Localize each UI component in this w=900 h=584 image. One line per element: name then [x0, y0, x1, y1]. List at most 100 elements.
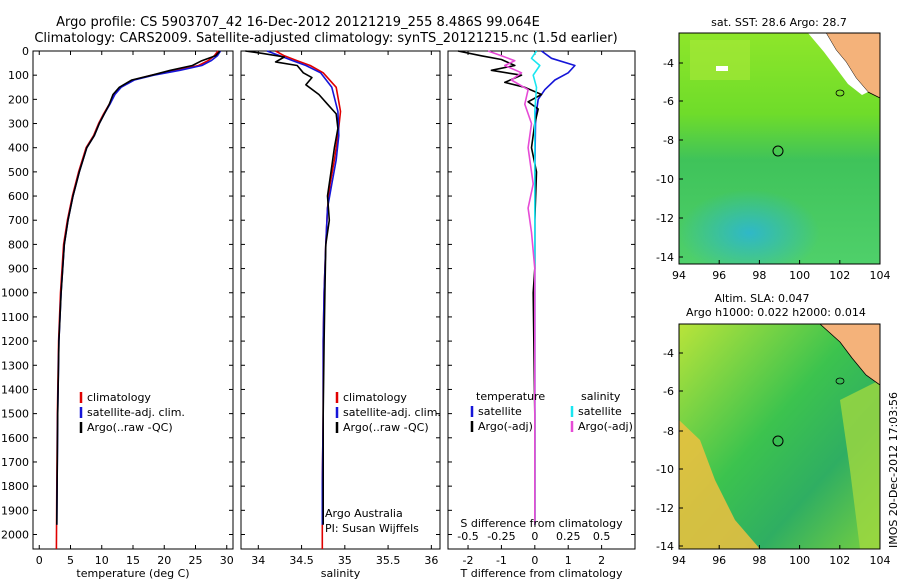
legend-label: satellite-adj. clim.: [87, 406, 185, 419]
y-tick-label: 300: [8, 118, 29, 131]
sst-map: sat. SST: 28.6 Argo: 28.7 94 96 98 100 102 10…: [656, 16, 890, 282]
salinity-panel: 34 34.5 35 35.5 36 salinity climatology satelli…: [240, 50, 441, 580]
temperature-panel: 0100200300400500600700800900100011001200…: [1, 45, 234, 580]
legend-label: Argo(..raw -QC): [343, 421, 429, 434]
x-tick-label: -2: [463, 554, 474, 567]
x-tick-label: 1: [565, 554, 572, 567]
temperature-series-argo-raw-qc-: [56, 50, 221, 525]
sla-map-title-1: Altim. SLA: 0.047: [714, 292, 809, 305]
sla-map-title-2: Argo h1000: 0.022 h2000: 0.014: [686, 306, 866, 319]
map-y-tick-label: -12: [656, 212, 674, 225]
salinity-series-climatology: [275, 50, 342, 549]
x-tick-label: -1: [496, 554, 507, 567]
difference-series-argo-adj-: [487, 50, 536, 525]
y-tick-label: 1400: [1, 383, 29, 396]
sst-map-missing-pixel: [716, 66, 728, 71]
sst-map-cool-patch: [679, 140, 880, 264]
legend-label: Argo(..raw -QC): [87, 421, 173, 434]
x-axis-label: salinity: [321, 567, 361, 580]
sla-map: Altim. SLA: 0.047 Argo h1000: 0.022 h200…: [656, 292, 890, 567]
sst-map-coast-white: [808, 33, 868, 95]
map-y-tick-label: -6: [663, 385, 674, 398]
y-tick-label: 1000: [1, 287, 29, 300]
x-tick-label: 0: [531, 554, 538, 567]
y-tick-label: 1800: [1, 480, 29, 493]
y-tick-label: 100: [8, 69, 29, 82]
title-line1: Argo profile: CS 5903707_42 16-Dec-2012 …: [56, 15, 540, 30]
sst-map-frame: [678, 32, 881, 265]
temperature-series-climatology: [55, 50, 219, 550]
legend-label: climatology: [87, 391, 151, 404]
map-y-tick-label: -14: [656, 251, 674, 264]
s-tick-label: -0.25: [487, 530, 515, 543]
y-tick-label: 1900: [1, 504, 29, 517]
map-x-tick-label: 104: [870, 554, 891, 567]
x-tick-label: 25: [189, 554, 203, 567]
map-x-tick-label: 100: [789, 269, 810, 282]
map-x-tick-label: 98: [752, 269, 766, 282]
title-line2: Climatology: CARS2009. Satellite-adjuste…: [34, 31, 617, 46]
x-axis-label: temperature (deg C): [76, 567, 189, 580]
legend-label: climatology: [343, 391, 407, 404]
x-tick-label: 5: [67, 554, 74, 567]
s-tick-label: 0.5: [593, 530, 611, 543]
map-y-tick-label: -14: [656, 540, 674, 553]
annotation: Argo Australia: [325, 507, 403, 520]
salinity-series-argo-raw-qc-: [245, 50, 339, 525]
s-tick-label: 0: [531, 530, 538, 543]
temperature-frame: [32, 50, 234, 550]
sst-map-island: [835, 89, 845, 97]
map-y-tick-label: -4: [663, 347, 674, 360]
x-tick-label: 30: [220, 554, 234, 567]
difference-panel: -2 -1 0 1 2T difference from climatology -0.5…: [447, 50, 636, 580]
legend-label: Argo(-adj): [578, 420, 633, 433]
y-tick-label: 600: [8, 190, 29, 203]
y-tick-label: 1500: [1, 408, 29, 421]
map-y-tick-label: -10: [656, 463, 674, 476]
sst-map-title: sat. SST: 28.6 Argo: 28.7: [711, 16, 847, 29]
legend-label: Argo(-adj): [478, 420, 533, 433]
legend-header-salinity: salinity: [581, 390, 621, 403]
x-tick-label: 15: [126, 554, 140, 567]
x-tick-label: 36: [424, 554, 438, 567]
y-tick-label: 700: [8, 214, 29, 227]
map-x-tick-label: 98: [752, 554, 766, 567]
x-tick-label: 20: [157, 554, 171, 567]
y-tick-label: 0: [22, 45, 29, 58]
map-x-tick-label: 104: [870, 269, 891, 282]
x-tick-label: 35: [338, 554, 352, 567]
y-tick-label: 900: [8, 263, 29, 276]
x-axis-label: T difference from climatology: [460, 567, 623, 580]
side-timestamp: IMOS 20-Dec-2012 17:03:56: [887, 392, 900, 548]
sst-map-warm-patch: [690, 40, 750, 80]
difference-series-satellite: [534, 50, 576, 525]
map-x-tick-label: 100: [789, 554, 810, 567]
map-x-tick-label: 102: [829, 554, 850, 567]
y-tick-label: 2000: [1, 528, 29, 541]
s-tick-label: -0.5: [457, 530, 478, 543]
x-tick-label: 2: [598, 554, 605, 567]
y-tick-label: 1600: [1, 432, 29, 445]
map-x-tick-label: 94: [672, 554, 686, 567]
map-y-tick-label: -10: [656, 173, 674, 186]
legend-label: satellite: [578, 405, 622, 418]
map-y-tick-label: -8: [663, 425, 674, 438]
legend-label: satellite: [478, 405, 522, 418]
s-tick-label: 0.25: [556, 530, 581, 543]
x-tick-label: 34: [251, 554, 265, 567]
map-y-tick-label: -4: [663, 57, 674, 70]
sla-map-warm-region: [679, 420, 760, 549]
y-tick-label: 1200: [1, 335, 29, 348]
map-y-tick-label: -12: [656, 502, 674, 515]
map-y-tick-label: -6: [663, 95, 674, 108]
map-x-tick-label: 96: [712, 269, 726, 282]
y-tick-label: 400: [8, 142, 29, 155]
sst-map-argo-marker: [772, 145, 784, 157]
x-tick-label: 10: [95, 554, 109, 567]
sla-map-frame: [678, 323, 881, 550]
difference-frame: [447, 50, 636, 550]
sla-map-argo-marker: [772, 435, 784, 447]
s-axis-label: S difference from climatology: [460, 517, 623, 530]
salinity-frame: [240, 50, 441, 550]
